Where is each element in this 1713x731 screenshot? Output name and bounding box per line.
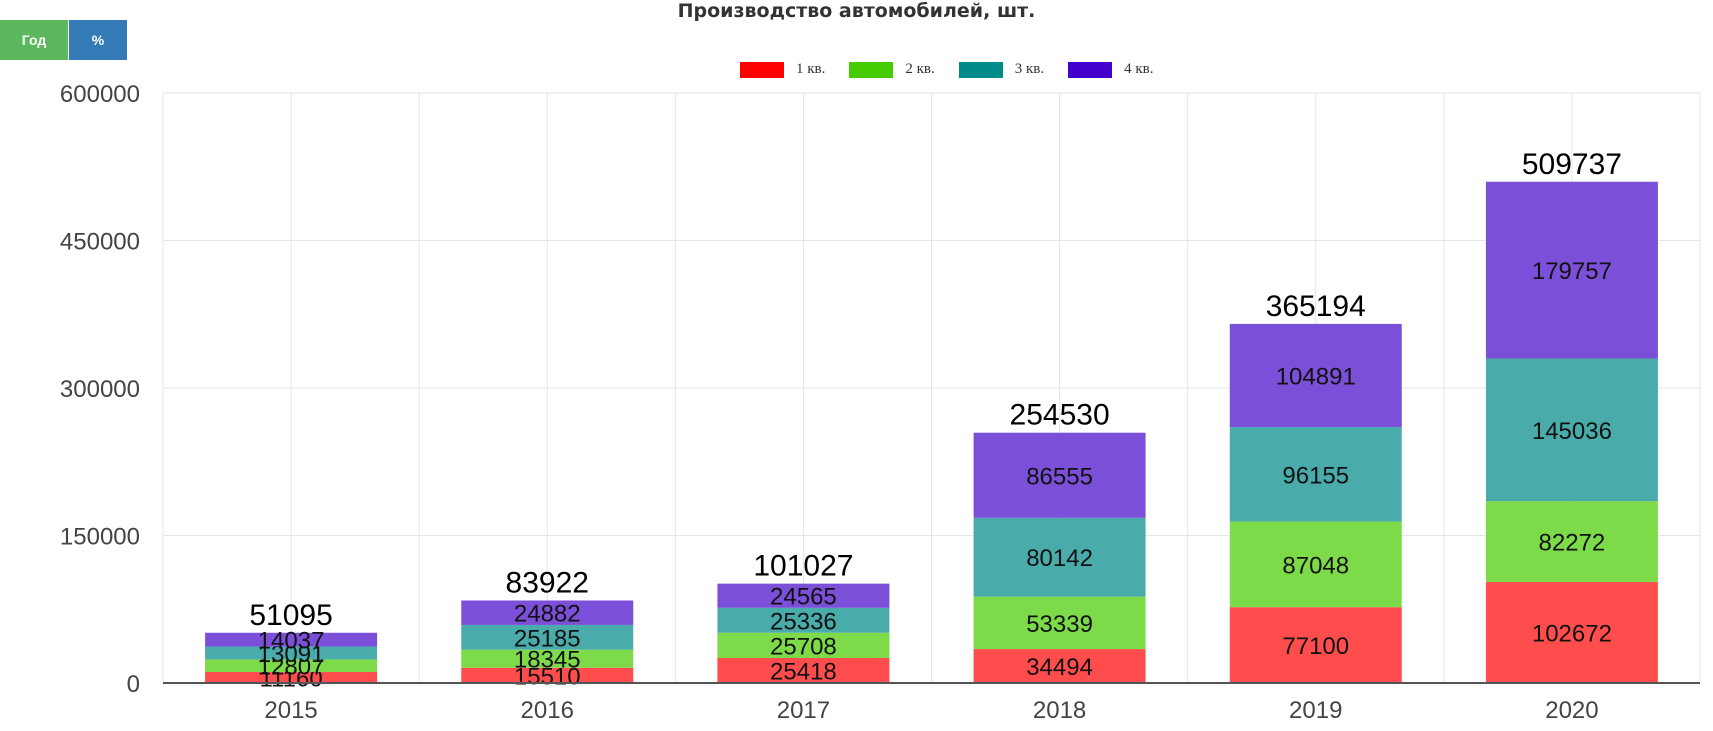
legend-label-q1: 1 кв. bbox=[796, 61, 826, 77]
bar-total-label: 254530 bbox=[1010, 399, 1110, 432]
bar-value-label: 82272 bbox=[1539, 530, 1606, 557]
bar-segment[interactable] bbox=[973, 649, 1146, 683]
x-tick-label: 2017 bbox=[777, 697, 830, 724]
chart-title: Производство автомобилей, шт. bbox=[677, 0, 1036, 22]
percent-button[interactable]: % bbox=[69, 20, 127, 60]
bar-total-label: 509737 bbox=[1522, 148, 1622, 181]
bar-total-label: 365194 bbox=[1266, 290, 1366, 323]
bar-value-label: 25418 bbox=[770, 659, 837, 686]
legend-label-q2: 2 кв. bbox=[905, 61, 935, 77]
bar-value-label: 86555 bbox=[1026, 463, 1093, 490]
bar-value-label: 24565 bbox=[770, 584, 837, 611]
bar-value-label: 104891 bbox=[1276, 363, 1356, 390]
bar-segment[interactable] bbox=[1229, 323, 1402, 428]
y-tick-label: 300000 bbox=[60, 376, 140, 403]
bar-value-label: 15510 bbox=[514, 663, 581, 690]
legend-swatch-q2 bbox=[849, 61, 894, 78]
x-tick-label: 2019 bbox=[1289, 697, 1342, 724]
x-tick-label: 2020 bbox=[1545, 697, 1598, 724]
legend-label-q3: 3 кв. bbox=[1014, 61, 1045, 77]
x-tick-label: 2016 bbox=[521, 697, 574, 724]
bar-segment[interactable] bbox=[1229, 521, 1402, 608]
bar-segment[interactable] bbox=[1485, 501, 1658, 583]
bar-total-label: 83922 bbox=[506, 566, 589, 599]
legend-item-q2[interactable]: 2 кв. bbox=[849, 61, 935, 78]
bar-value-label: 25336 bbox=[770, 608, 837, 635]
bar-segment[interactable] bbox=[205, 659, 378, 673]
legend-item-q4[interactable]: 4 кв. bbox=[1068, 61, 1154, 78]
bar-segment[interactable] bbox=[973, 517, 1146, 597]
bar-value-label: 18345 bbox=[514, 647, 581, 674]
legend-label-q4: 4 кв. bbox=[1124, 61, 1154, 77]
bar-segment[interactable] bbox=[1485, 358, 1658, 502]
bar-value-label: 179757 bbox=[1532, 258, 1612, 285]
legend-swatch-q3 bbox=[958, 61, 1003, 78]
year-button[interactable]: Год bbox=[0, 20, 68, 60]
bar-segment[interactable] bbox=[717, 607, 890, 633]
x-tick-label: 2018 bbox=[1033, 697, 1086, 724]
bar-value-label: 80142 bbox=[1026, 545, 1093, 572]
bar-segment[interactable] bbox=[1229, 607, 1402, 683]
bar-segment[interactable] bbox=[461, 649, 634, 668]
legend-item-q3[interactable]: 3 кв. bbox=[958, 61, 1045, 78]
bar-segment[interactable] bbox=[1485, 181, 1658, 359]
bar-value-label: 24882 bbox=[514, 601, 581, 628]
x-tick-label: 2015 bbox=[264, 697, 317, 724]
legend-swatch-q4 bbox=[1068, 61, 1113, 78]
bar-segment[interactable] bbox=[205, 632, 378, 647]
y-tick-label: 0 bbox=[127, 671, 140, 698]
bar-value-label: 25185 bbox=[514, 625, 581, 652]
y-tick-label: 600000 bbox=[60, 81, 140, 108]
y-tick-label: 150000 bbox=[60, 524, 140, 551]
bar-segment[interactable] bbox=[461, 624, 634, 650]
bar-segment[interactable] bbox=[1485, 582, 1658, 683]
bar-value-label: 145036 bbox=[1532, 418, 1612, 445]
view-toggle-group: Год % bbox=[0, 20, 127, 60]
bar-segment[interactable] bbox=[973, 432, 1146, 518]
legend-swatch-q1 bbox=[740, 61, 784, 78]
bar-value-label: 77100 bbox=[1282, 633, 1349, 660]
bar-segment[interactable] bbox=[717, 583, 890, 608]
bar-segment[interactable] bbox=[1229, 427, 1402, 522]
bar-total-label: 51095 bbox=[249, 599, 332, 632]
bar-value-label: 53339 bbox=[1026, 611, 1093, 638]
bar-segment[interactable] bbox=[205, 646, 378, 660]
bar-value-label: 14037 bbox=[258, 628, 325, 655]
chart-legend: 1 кв. 2 кв. 3 кв. 4 кв. bbox=[740, 61, 1178, 78]
bar-value-label: 25708 bbox=[770, 633, 837, 660]
bar-value-label: 34494 bbox=[1026, 654, 1093, 681]
bar-total-label: 101027 bbox=[753, 550, 853, 583]
bar-segment[interactable] bbox=[461, 600, 634, 625]
legend-item-q1[interactable]: 1 кв. bbox=[740, 61, 825, 78]
bar-value-label: 87048 bbox=[1282, 552, 1349, 579]
bar-segment[interactable] bbox=[205, 672, 378, 683]
bar-value-label: 102672 bbox=[1532, 621, 1612, 648]
y-tick-label: 450000 bbox=[60, 229, 140, 256]
bar-segment[interactable] bbox=[973, 596, 1146, 650]
bar-value-label: 96155 bbox=[1282, 462, 1349, 489]
bar-segment[interactable] bbox=[461, 667, 634, 683]
bar-segment[interactable] bbox=[717, 632, 890, 659]
bar-segment[interactable] bbox=[717, 658, 890, 683]
